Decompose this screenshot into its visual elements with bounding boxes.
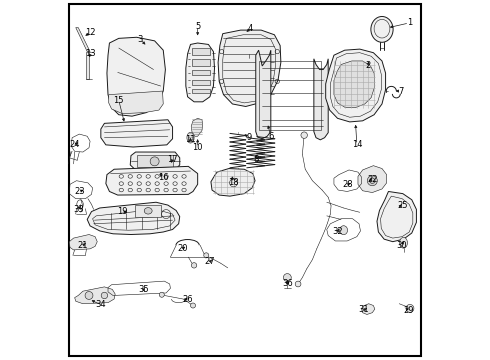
Text: 32: 32: [332, 228, 343, 237]
Ellipse shape: [301, 132, 307, 138]
Polygon shape: [334, 61, 375, 108]
Text: 18: 18: [228, 178, 239, 187]
Text: 33: 33: [73, 205, 84, 214]
Polygon shape: [101, 120, 172, 147]
Text: 5: 5: [195, 22, 200, 31]
Ellipse shape: [187, 132, 194, 143]
Text: 23: 23: [74, 187, 85, 196]
Text: 35: 35: [139, 285, 149, 294]
Ellipse shape: [144, 208, 152, 214]
Text: 20: 20: [177, 244, 188, 253]
Text: 13: 13: [85, 49, 96, 58]
Ellipse shape: [204, 253, 209, 258]
Text: 17: 17: [167, 155, 178, 164]
Text: 24: 24: [70, 140, 80, 149]
Ellipse shape: [340, 226, 347, 235]
Ellipse shape: [366, 57, 369, 60]
Polygon shape: [256, 50, 271, 139]
Text: 25: 25: [397, 201, 408, 210]
Text: 11: 11: [185, 135, 196, 144]
Text: 26: 26: [182, 294, 193, 303]
Text: 15: 15: [114, 96, 124, 105]
Text: 3: 3: [138, 35, 143, 44]
Ellipse shape: [150, 157, 159, 166]
Bar: [192, 89, 210, 93]
Bar: [192, 48, 210, 55]
Ellipse shape: [191, 303, 196, 308]
Text: 31: 31: [359, 305, 369, 314]
Text: 29: 29: [403, 306, 414, 315]
Bar: [192, 80, 210, 85]
Text: 21: 21: [77, 241, 88, 250]
Polygon shape: [76, 28, 90, 51]
Bar: [192, 70, 210, 75]
Polygon shape: [186, 43, 215, 102]
Text: 19: 19: [117, 207, 127, 216]
Polygon shape: [218, 30, 281, 107]
Polygon shape: [109, 91, 163, 114]
Polygon shape: [87, 51, 89, 79]
Polygon shape: [358, 166, 387, 193]
Polygon shape: [74, 287, 115, 304]
Ellipse shape: [101, 292, 108, 299]
Ellipse shape: [399, 237, 408, 248]
Text: 1: 1: [407, 18, 412, 27]
Ellipse shape: [371, 17, 393, 42]
Text: 4: 4: [248, 24, 253, 33]
Polygon shape: [211, 168, 255, 196]
Ellipse shape: [295, 281, 301, 287]
Polygon shape: [362, 304, 375, 315]
Text: 28: 28: [342, 180, 352, 189]
Text: 34: 34: [96, 300, 106, 309]
Polygon shape: [69, 234, 97, 250]
Text: 7: 7: [398, 86, 404, 95]
Ellipse shape: [406, 305, 414, 312]
Polygon shape: [326, 49, 386, 122]
Text: 27: 27: [204, 257, 215, 266]
Text: 36: 36: [282, 279, 293, 288]
Polygon shape: [377, 192, 416, 242]
Text: 22: 22: [367, 175, 378, 184]
Text: 2: 2: [365, 62, 370, 71]
Text: 8: 8: [253, 155, 258, 164]
Ellipse shape: [366, 67, 370, 72]
Bar: [137, 155, 172, 167]
Bar: [192, 59, 210, 66]
Polygon shape: [130, 152, 180, 170]
Ellipse shape: [283, 274, 291, 282]
Bar: [135, 205, 161, 217]
Ellipse shape: [368, 176, 377, 186]
Polygon shape: [107, 37, 166, 116]
Text: 12: 12: [86, 28, 96, 37]
Polygon shape: [314, 59, 328, 140]
Text: 9: 9: [246, 133, 252, 142]
Ellipse shape: [85, 292, 93, 300]
Bar: [259, 61, 321, 130]
Text: 14: 14: [352, 140, 362, 149]
Ellipse shape: [192, 263, 197, 268]
Ellipse shape: [159, 292, 164, 297]
Polygon shape: [191, 118, 203, 136]
Text: 16: 16: [158, 173, 169, 182]
Text: 30: 30: [397, 241, 407, 250]
Text: 10: 10: [193, 143, 203, 152]
Polygon shape: [106, 166, 197, 195]
Text: 6: 6: [268, 132, 273, 141]
Polygon shape: [87, 202, 180, 234]
